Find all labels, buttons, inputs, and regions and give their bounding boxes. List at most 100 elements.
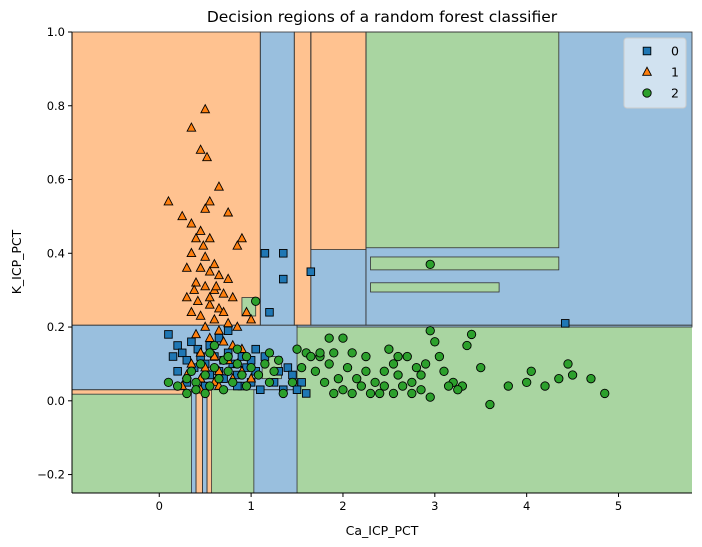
- point-class-1-58: [246, 372, 257, 383]
- point-class-2-49: [407, 377, 417, 388]
- point-class-2-90: [223, 351, 233, 362]
- point-class-2-87: [393, 351, 403, 362]
- point-class-2-88: [453, 385, 463, 395]
- point-class-1-19: [209, 258, 220, 269]
- legend-marker-2: [642, 88, 652, 98]
- point-class-2-78: [425, 392, 435, 402]
- region-11-class-0: [297, 325, 692, 328]
- point-class-2-35: [342, 362, 353, 373]
- point-class-2-68: [563, 359, 573, 369]
- point-class-1-31: [192, 295, 203, 305]
- point-class-2-93: [205, 348, 215, 358]
- point-class-2-0: [425, 259, 435, 269]
- point-class-2-71: [600, 388, 610, 399]
- legend-label-2: 2: [671, 86, 679, 101]
- point-class-1-29: [227, 291, 238, 302]
- point-class-0-24: [265, 308, 274, 317]
- y-tick-label-6: 1.0: [47, 25, 65, 39]
- point-class-1-17: [186, 247, 197, 258]
- point-class-2-15: [237, 370, 247, 380]
- point-class-1-24: [223, 273, 234, 283]
- point-class-2-69: [567, 370, 578, 380]
- point-class-2-39: [361, 366, 371, 376]
- point-class-1-5: [163, 195, 174, 206]
- region-8-class-2: [370, 256, 559, 270]
- point-class-1-34: [186, 306, 197, 317]
- region-7-class-2: [365, 32, 559, 248]
- point-class-2-59: [462, 340, 472, 351]
- point-class-2-86: [347, 388, 357, 399]
- point-class-1-39: [200, 321, 211, 331]
- x-axis-label: Ca_ICP_PCT: [346, 523, 419, 538]
- point-class-1-2: [195, 144, 206, 154]
- point-class-2-4: [186, 366, 197, 376]
- point-class-2-2: [172, 381, 183, 391]
- point-class-2-64: [522, 377, 532, 388]
- point-class-2-56: [439, 366, 449, 376]
- point-class-0-27: [283, 363, 293, 372]
- point-class-2-79: [191, 385, 201, 395]
- point-class-2-10: [214, 374, 224, 384]
- point-class-2-41: [370, 377, 380, 388]
- region-13-class-0: [191, 389, 196, 493]
- point-class-2-8: [205, 381, 215, 391]
- legend-marker-0: [642, 46, 652, 56]
- point-class-1-26: [200, 280, 211, 291]
- point-class-0-35: [173, 367, 182, 376]
- point-class-1-36: [209, 313, 220, 324]
- point-class-2-74: [315, 348, 325, 358]
- point-class-1-46: [195, 347, 206, 357]
- point-class-1-9: [204, 195, 215, 206]
- region-2-class-0: [260, 32, 295, 326]
- point-class-2-60: [466, 329, 477, 340]
- point-class-1-4: [213, 181, 225, 191]
- point-class-2-21: [264, 377, 275, 388]
- x-tick-label-2: 2: [339, 499, 346, 513]
- point-class-2-27: [306, 351, 316, 362]
- point-class-0-0: [164, 330, 173, 339]
- region-17-class-0: [253, 389, 298, 493]
- point-class-1-14: [223, 206, 234, 217]
- point-class-2-96: [416, 370, 426, 380]
- region-5-class-1: [310, 32, 366, 250]
- point-class-1-11: [204, 232, 215, 243]
- point-class-2-38: [356, 381, 366, 391]
- point-class-1-8: [200, 203, 211, 213]
- point-class-2-62: [485, 399, 495, 410]
- point-class-2-19: [253, 370, 264, 380]
- point-class-2-40: [365, 388, 376, 399]
- point-class-2-22: [269, 366, 279, 376]
- y-tick-label-3: 0.4: [47, 246, 65, 260]
- point-class-2-13: [228, 377, 238, 388]
- point-class-1-7: [186, 218, 197, 228]
- point-class-2-43: [379, 381, 389, 391]
- legend: 0 1 2: [623, 37, 687, 109]
- point-class-2-55: [434, 351, 445, 362]
- point-class-2-42: [375, 388, 385, 399]
- point-class-0-29: [301, 389, 311, 398]
- point-class-2-31: [324, 359, 334, 369]
- point-class-2-66: [540, 381, 550, 391]
- region-15-class-0: [202, 389, 208, 493]
- point-class-2-84: [292, 344, 302, 354]
- point-class-1-65: [211, 280, 222, 291]
- point-class-2-23: [274, 355, 284, 365]
- point-class-2-17: [246, 362, 256, 373]
- point-class-2-53: [425, 326, 435, 336]
- point-class-0-22: [279, 274, 288, 284]
- point-class-2-18: [251, 296, 261, 306]
- point-class-2-20: [260, 359, 270, 369]
- point-class-0-1: [173, 341, 182, 350]
- point-class-2-70: [586, 374, 596, 384]
- point-class-1-42: [204, 332, 215, 342]
- point-class-1-33: [213, 302, 225, 313]
- point-class-2-63: [503, 381, 513, 391]
- point-class-1-67: [218, 306, 229, 317]
- y-tick-label-2: 0.2: [47, 320, 65, 334]
- decision-regions: [72, 32, 692, 493]
- region-14-class-1: [196, 389, 203, 493]
- point-class-2-48: [402, 351, 412, 362]
- legend-label-0: 0: [671, 44, 679, 59]
- point-class-0-41: [223, 326, 233, 335]
- point-class-1-64: [204, 291, 215, 302]
